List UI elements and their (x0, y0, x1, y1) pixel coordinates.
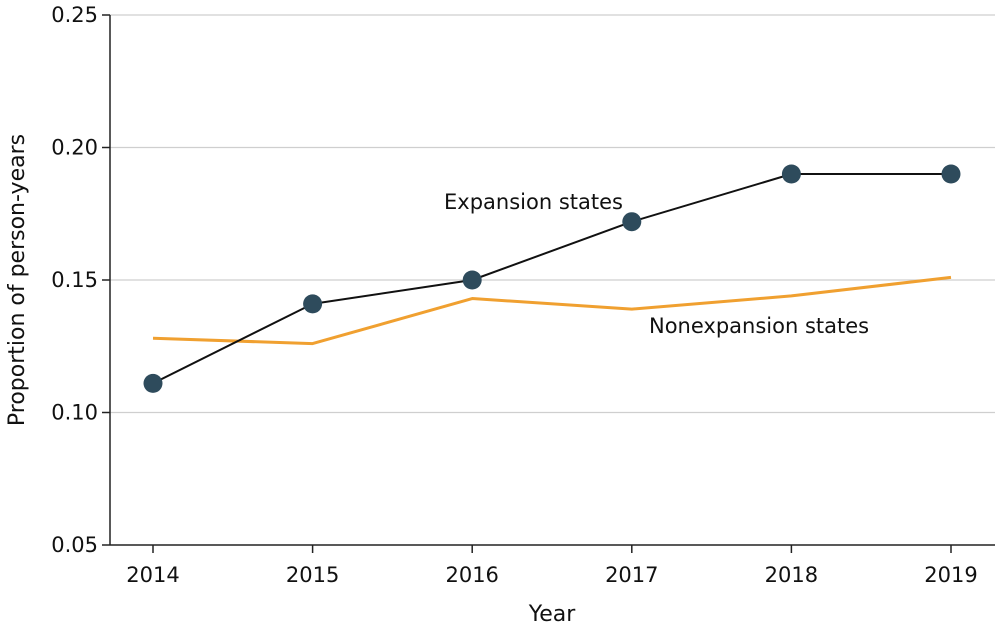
y-tick-label: 0.20 (51, 136, 98, 160)
series-line-expansion (152, 173, 951, 385)
series (143, 164, 961, 393)
y-tick-label: 0.10 (51, 401, 98, 425)
y-tick-label: 0.15 (51, 268, 98, 292)
gridlines (110, 14, 995, 414)
x-axis-title: Year (528, 602, 577, 627)
y-ticks: 0.05 0.10 0.15 0.20 0.25 (51, 3, 110, 557)
data-point-expansion (941, 164, 961, 184)
x-tick-label: 2015 (286, 563, 339, 587)
data-point-expansion (622, 212, 642, 232)
x-tick-label: 2018 (765, 563, 818, 587)
y-tick-label: 0.05 (51, 533, 98, 557)
series-label-nonexpansion: Nonexpansion states (649, 314, 869, 338)
x-ticks: 2014 2015 2016 2017 2018 2019 (126, 545, 978, 587)
data-point-expansion (303, 294, 323, 314)
x-tick-label: 2019 (924, 563, 977, 587)
series-label-expansion: Expansion states (444, 190, 623, 214)
x-tick-label: 2017 (605, 563, 658, 587)
y-tick-label: 0.25 (51, 3, 98, 27)
data-point-expansion (781, 164, 801, 184)
series-labels: Expansion states Nonexpansion states (444, 190, 869, 338)
x-tick-label: 2014 (126, 563, 179, 587)
x-tick-label: 2016 (445, 563, 498, 587)
data-point-expansion (143, 373, 163, 393)
series-line-nonexpansion (152, 275, 952, 346)
y-axis-title: Proportion of person-years (5, 134, 30, 426)
data-point-expansion (462, 270, 482, 290)
